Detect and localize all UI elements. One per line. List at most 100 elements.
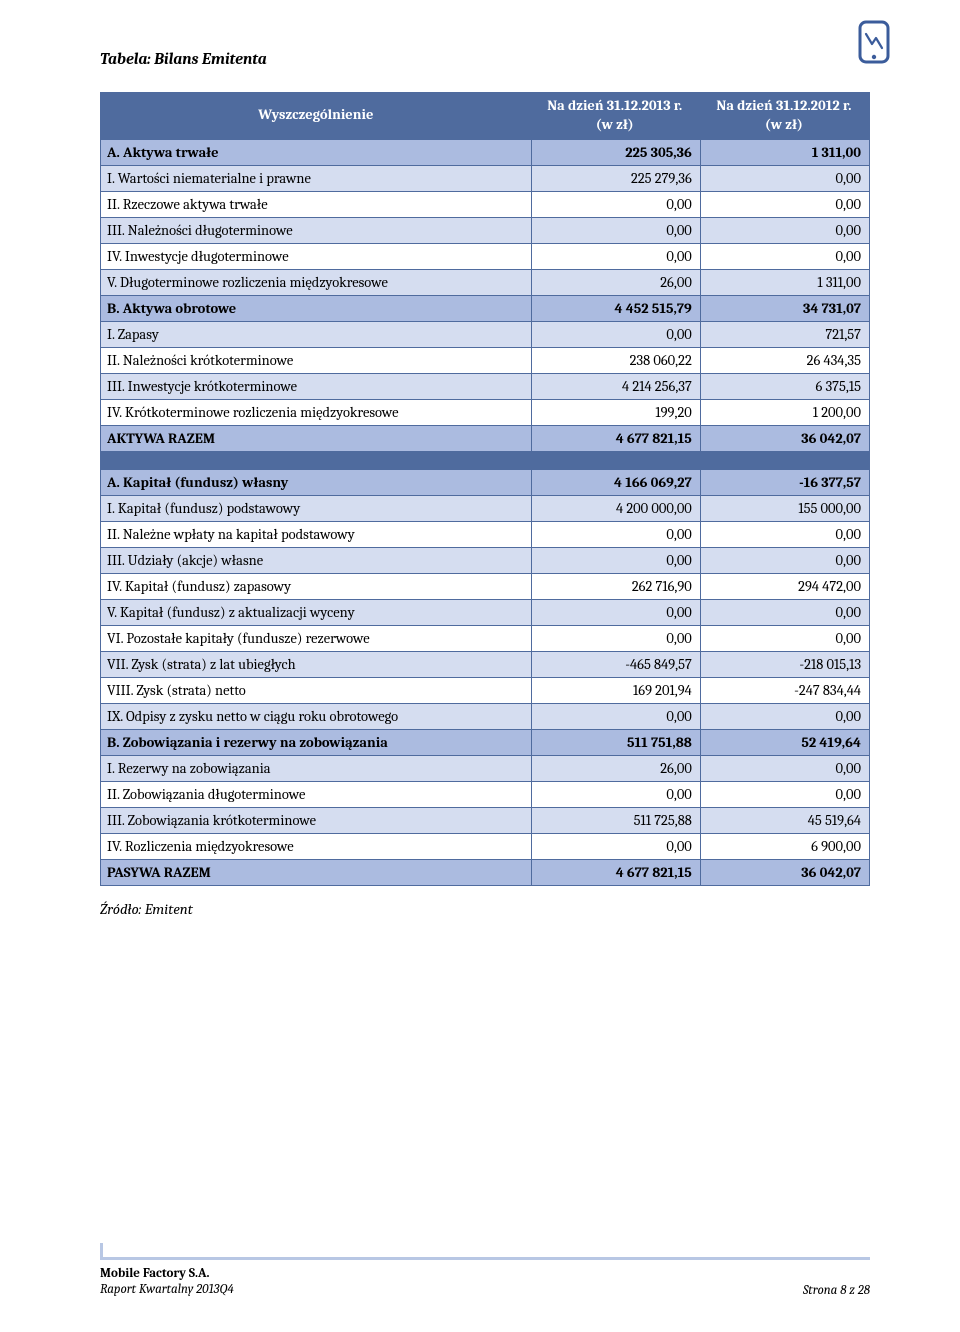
table-row: VIII. Zysk (strata) netto169 201,94-247 …	[101, 677, 870, 703]
row-label: V. Długoterminowe rozliczenia międzyokre…	[101, 269, 532, 295]
table-header-row: Wyszczególnienie Na dzień 31.12.2013 r. …	[101, 93, 870, 140]
row-value-2012: 1 200,00	[700, 399, 869, 425]
row-value-2012: 0,00	[700, 781, 869, 807]
table-row: I. Kapitał (fundusz) podstawowy4 200 000…	[101, 495, 870, 521]
table-row: IV. Krótkoterminowe rozliczenia międzyok…	[101, 399, 870, 425]
row-label: IV. Rozliczenia międzyokresowe	[101, 833, 532, 859]
table-row: I. Rezerwy na zobowiązania26,000,00	[101, 755, 870, 781]
table-title: Tabela: Bilans Emitenta	[100, 50, 870, 68]
balance-table: Wyszczególnienie Na dzień 31.12.2013 r. …	[100, 92, 870, 886]
row-label: B. Zobowiązania i rezerwy na zobowiązani…	[101, 729, 532, 755]
row-label: A. Kapitał (fundusz) własny	[101, 469, 532, 495]
row-label: IV. Kapitał (fundusz) zapasowy	[101, 573, 532, 599]
table-row: II. Rzeczowe aktywa trwałe0,000,00	[101, 191, 870, 217]
row-label: III. Zobowiązania krótkoterminowe	[101, 807, 532, 833]
row-label: A. Aktywa trwałe	[101, 139, 532, 165]
row-value-2013: 0,00	[531, 217, 700, 243]
table-row: III. Należności długoterminowe0,000,00	[101, 217, 870, 243]
row-value-2013: 4 677 821,15	[531, 425, 700, 451]
footer-divider	[100, 1257, 870, 1260]
row-value-2012: 26 434,35	[700, 347, 869, 373]
row-value-2013: 169 201,94	[531, 677, 700, 703]
table-row: V. Długoterminowe rozliczenia międzyokre…	[101, 269, 870, 295]
row-value-2013: 0,00	[531, 521, 700, 547]
row-value-2013: 0,00	[531, 703, 700, 729]
row-label: I. Rezerwy na zobowiązania	[101, 755, 532, 781]
row-value-2013: 0,00	[531, 191, 700, 217]
row-value-2013: 0,00	[531, 547, 700, 573]
table-row: II. Należności krótkoterminowe238 060,22…	[101, 347, 870, 373]
page-footer: Mobile Factory S.A. Raport Kwartalny 201…	[100, 1266, 870, 1299]
row-label: AKTYWA RAZEM	[101, 425, 532, 451]
row-value-2012: 45 519,64	[700, 807, 869, 833]
table-row: III. Udziały (akcje) własne0,000,00	[101, 547, 870, 573]
row-value-2012: 0,00	[700, 191, 869, 217]
row-value-2013: 511 725,88	[531, 807, 700, 833]
row-value-2013: 225 305,36	[531, 139, 700, 165]
row-value-2012: 6 375,15	[700, 373, 869, 399]
header-col2: Na dzień 31.12.2012 r. (w zł)	[700, 93, 869, 140]
row-label: B. Aktywa obrotowe	[101, 295, 532, 321]
section-divider	[101, 451, 870, 469]
row-value-2012: 1 311,00	[700, 269, 869, 295]
row-value-2012: 0,00	[700, 625, 869, 651]
header-label: Wyszczególnienie	[101, 93, 532, 140]
table-row: VII. Zysk (strata) z lat ubiegłych-465 8…	[101, 651, 870, 677]
row-value-2013: 0,00	[531, 625, 700, 651]
table-row: II. Należne wpłaty na kapitał podstawowy…	[101, 521, 870, 547]
row-value-2012: 155 000,00	[700, 495, 869, 521]
table-row: PASYWA RAZEM4 677 821,1536 042,07	[101, 859, 870, 885]
row-value-2013: 225 279,36	[531, 165, 700, 191]
row-value-2013: 0,00	[531, 243, 700, 269]
row-value-2012: -247 834,44	[700, 677, 869, 703]
row-value-2012: 0,00	[700, 547, 869, 573]
phone-icon	[850, 18, 900, 68]
row-value-2012: 52 419,64	[700, 729, 869, 755]
table-row: B. Zobowiązania i rezerwy na zobowiązani…	[101, 729, 870, 755]
row-value-2013: 26,00	[531, 269, 700, 295]
table-row: IV. Kapitał (fundusz) zapasowy262 716,90…	[101, 573, 870, 599]
row-label: PASYWA RAZEM	[101, 859, 532, 885]
row-label: IV. Krótkoterminowe rozliczenia międzyok…	[101, 399, 532, 425]
table-row: I. Zapasy0,00721,57	[101, 321, 870, 347]
row-label: II. Zobowiązania długoterminowe	[101, 781, 532, 807]
row-label: II. Należności krótkoterminowe	[101, 347, 532, 373]
row-label: I. Wartości niematerialne i prawne	[101, 165, 532, 191]
table-row: A. Kapitał (fundusz) własny4 166 069,27-…	[101, 469, 870, 495]
table-row: III. Inwestycje krótkoterminowe4 214 256…	[101, 373, 870, 399]
row-value-2012: -218 015,13	[700, 651, 869, 677]
row-value-2013: -465 849,57	[531, 651, 700, 677]
footer-left: Mobile Factory S.A. Raport Kwartalny 201…	[100, 1266, 234, 1299]
row-label: VI. Pozostałe kapitały (fundusze) rezerw…	[101, 625, 532, 651]
footer-company: Mobile Factory S.A.	[100, 1266, 210, 1281]
row-label: II. Rzeczowe aktywa trwałe	[101, 191, 532, 217]
row-value-2013: 511 751,88	[531, 729, 700, 755]
row-label: III. Należności długoterminowe	[101, 217, 532, 243]
row-value-2012: 36 042,07	[700, 859, 869, 885]
row-value-2013: 0,00	[531, 321, 700, 347]
row-value-2012: 721,57	[700, 321, 869, 347]
row-label: V. Kapitał (fundusz) z aktualizacji wyce…	[101, 599, 532, 625]
footer-page: Strona 8 z 28	[803, 1283, 870, 1298]
table-row: IX. Odpisy z zysku netto w ciągu roku ob…	[101, 703, 870, 729]
row-value-2012: 0,00	[700, 165, 869, 191]
row-value-2012: 0,00	[700, 599, 869, 625]
row-label: II. Należne wpłaty na kapitał podstawowy	[101, 521, 532, 547]
row-value-2013: 4 200 000,00	[531, 495, 700, 521]
row-value-2012: 0,00	[700, 703, 869, 729]
table-row: VI. Pozostałe kapitały (fundusze) rezerw…	[101, 625, 870, 651]
row-value-2013: 199,20	[531, 399, 700, 425]
table-row: III. Zobowiązania krótkoterminowe511 725…	[101, 807, 870, 833]
row-value-2013: 238 060,22	[531, 347, 700, 373]
source-note: Źródło: Emitent	[100, 900, 870, 918]
row-label: VIII. Zysk (strata) netto	[101, 677, 532, 703]
table-row: IV. Rozliczenia międzyokresowe0,006 900,…	[101, 833, 870, 859]
row-label: IV. Inwestycje długoterminowe	[101, 243, 532, 269]
row-value-2012: 34 731,07	[700, 295, 869, 321]
table-row: IV. Inwestycje długoterminowe0,000,00	[101, 243, 870, 269]
row-value-2013: 0,00	[531, 781, 700, 807]
row-value-2012: 0,00	[700, 755, 869, 781]
row-value-2012: 1 311,00	[700, 139, 869, 165]
row-value-2013: 4 214 256,37	[531, 373, 700, 399]
row-value-2013: 0,00	[531, 599, 700, 625]
